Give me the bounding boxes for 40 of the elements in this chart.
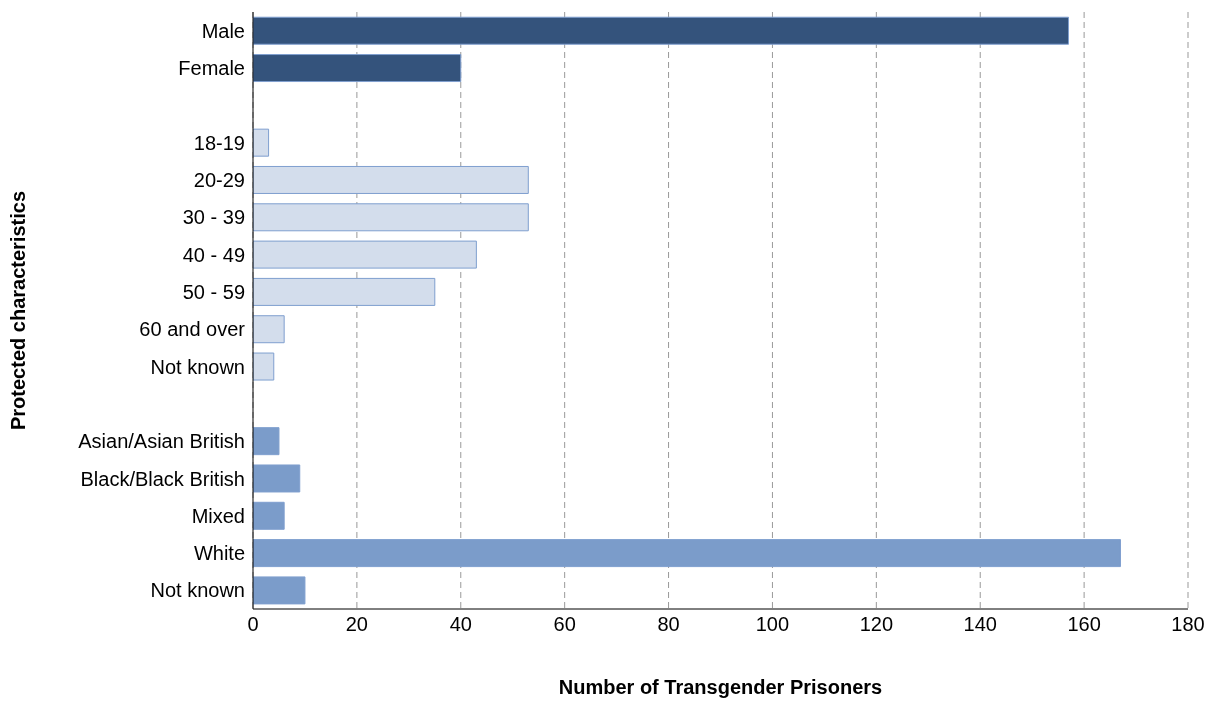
- y-axis-title: Protected characteristics: [7, 190, 30, 431]
- bar: [253, 576, 306, 605]
- y-tick-label: 20-29: [193, 169, 245, 192]
- x-axis-title: Number of Transgender Prisoners: [558, 676, 883, 698]
- y-tick-label: Mixed: [191, 504, 245, 527]
- bar: [253, 501, 285, 530]
- bar: [253, 277, 436, 306]
- y-tick-label: White: [193, 542, 245, 565]
- bar: [253, 165, 529, 194]
- bar: [253, 54, 462, 83]
- y-tick-label: Not known: [150, 579, 245, 602]
- x-tick-label: 0: [247, 613, 259, 636]
- bar: [253, 539, 1121, 568]
- y-tick-label: Female: [178, 57, 245, 80]
- x-tick-label: 120: [859, 613, 894, 636]
- y-tick-label: 40 - 49: [182, 243, 245, 266]
- y-tick-label: 60 and over: [139, 318, 246, 341]
- x-tick-label: 140: [963, 613, 997, 636]
- x-tick-label: 100: [755, 613, 790, 636]
- x-tick-label: 20: [345, 613, 369, 636]
- y-tick-label: 18-19: [193, 131, 245, 154]
- bar: [253, 352, 275, 381]
- y-tick-label: Black/Black British: [80, 467, 245, 490]
- x-tick-label: 80: [657, 613, 680, 636]
- bar: [253, 427, 280, 456]
- y-tick-label: 50 - 59: [182, 280, 245, 303]
- y-tick-label: Male: [201, 19, 245, 42]
- x-tick-label: 40: [449, 613, 472, 636]
- bar: [253, 16, 1070, 45]
- bar: [253, 315, 285, 344]
- bar: [253, 203, 529, 232]
- y-tick-label: Asian/Asian British: [78, 430, 245, 453]
- bar: [253, 240, 477, 269]
- bar: [253, 464, 301, 493]
- y-tick-label: Not known: [150, 355, 245, 378]
- y-tick-label: 30 - 39: [182, 206, 245, 229]
- x-tick-label: 160: [1067, 613, 1101, 636]
- x-tick-label: 180: [1171, 613, 1205, 636]
- bar: [253, 128, 270, 157]
- x-tick-label: 60: [553, 613, 576, 636]
